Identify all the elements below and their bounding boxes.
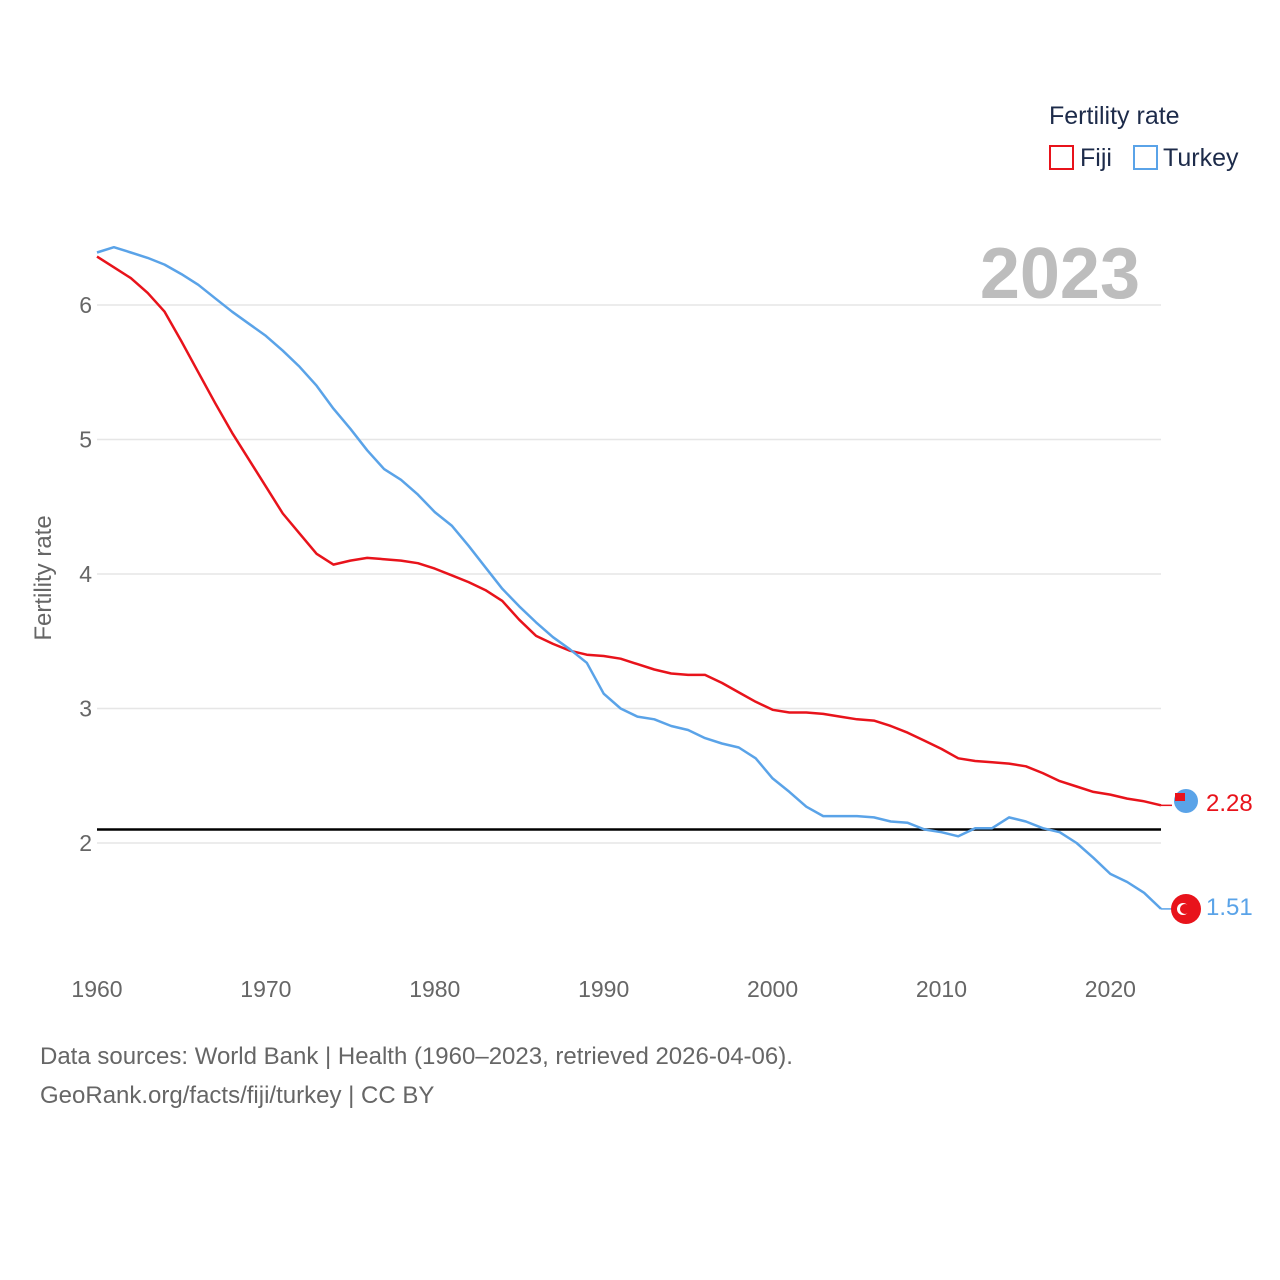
series-line-fiji bbox=[96, 255, 1162, 807]
fiji-flag-canton bbox=[1175, 793, 1185, 801]
y-tick-5: 5 bbox=[79, 427, 92, 453]
y-tick-4: 4 bbox=[79, 561, 92, 587]
x-tick-1960: 1960 bbox=[71, 976, 122, 1002]
x-tick-2020: 2020 bbox=[1085, 976, 1136, 1002]
x-tick-1980: 1980 bbox=[409, 976, 460, 1002]
grid bbox=[97, 304, 1161, 844]
legend-label-turkey[interactable]: Turkey bbox=[1163, 144, 1239, 172]
legend-label-fiji[interactable]: Fiji bbox=[1080, 144, 1112, 172]
legend-swatch-turkey[interactable] bbox=[1133, 145, 1158, 170]
x-tick-1990: 1990 bbox=[578, 976, 629, 1002]
axis-ticks: 2 3 4 5 6 1960 1970 1980 1990 2000 2010 2020 bbox=[71, 292, 1136, 1002]
license-line: GeoRank.org/facts/fiji/turkey | CC BY bbox=[40, 1082, 435, 1109]
end-label-fiji: 2.28 bbox=[1206, 790, 1253, 817]
end-marker-fiji bbox=[1174, 789, 1198, 813]
y-axis-label: Fertility rate bbox=[30, 515, 57, 640]
y-tick-2: 2 bbox=[79, 830, 92, 856]
y-tick-6: 6 bbox=[79, 292, 92, 318]
y-tick-3: 3 bbox=[79, 696, 92, 722]
series-line-turkey bbox=[96, 245, 1162, 910]
x-tick-1970: 1970 bbox=[240, 976, 291, 1002]
turkey-flag-crescent-cut bbox=[1180, 904, 1190, 914]
end-marker-turkey bbox=[1171, 894, 1201, 924]
series-group bbox=[96, 245, 1172, 910]
x-tick-2010: 2010 bbox=[916, 976, 967, 1002]
year-label: 2023 bbox=[980, 234, 1140, 314]
x-tick-2000: 2000 bbox=[747, 976, 798, 1002]
legend-swatch-fiji[interactable] bbox=[1049, 145, 1074, 170]
legend: Fertility rate Fiji Turkey bbox=[1049, 102, 1239, 172]
fertility-line-chart: 2 3 4 5 6 1960 1970 1980 1990 2000 2010 2020 Fertil… bbox=[30, 102, 1253, 1002]
legend-title: Fertility rate bbox=[1049, 102, 1180, 130]
source-line: Data sources: World Bank | Health (1960–… bbox=[40, 1043, 793, 1070]
end-label-turkey: 1.51 bbox=[1206, 894, 1253, 921]
